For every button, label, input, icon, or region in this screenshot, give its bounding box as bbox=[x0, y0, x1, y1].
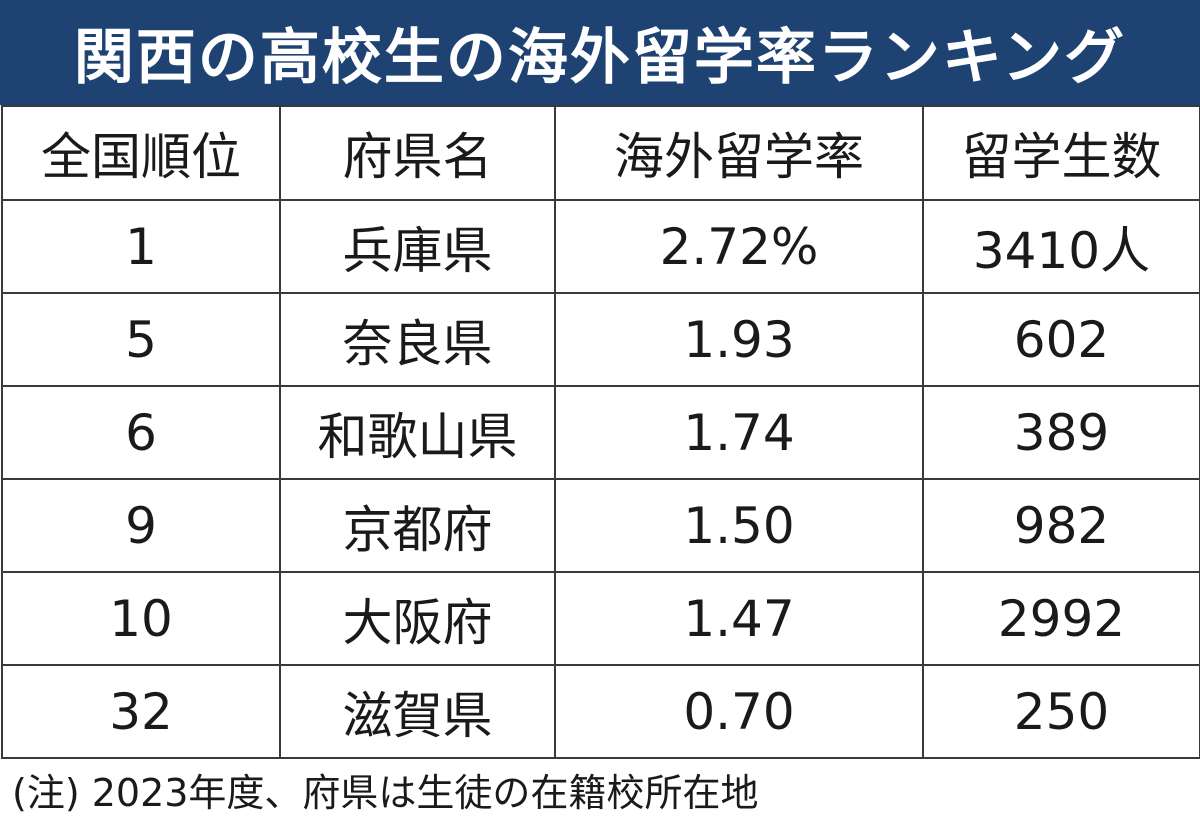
rate-cell: 1.93 bbox=[554, 292, 924, 387]
prefecture-cell: 大阪府 bbox=[279, 571, 556, 666]
rank-cell: 5 bbox=[1, 292, 281, 387]
table-row: 9 京都府 1.50 982 bbox=[1, 478, 1200, 573]
rank-cell: 6 bbox=[1, 385, 281, 480]
table-row: 5 奈良県 1.93 602 bbox=[1, 292, 1200, 387]
rank-cell: 9 bbox=[1, 478, 281, 573]
table-row: 1 兵庫県 2.72% 3410人 bbox=[1, 199, 1200, 294]
prefecture-cell: 奈良県 bbox=[279, 292, 556, 387]
ranking-table-container: 全国順位 府県名 海外留学率 留学生数 1 兵庫県 2.72% 3410人 5 … bbox=[0, 105, 1200, 759]
ranking-table: 全国順位 府県名 海外留学率 留学生数 1 兵庫県 2.72% 3410人 5 … bbox=[1, 105, 1200, 759]
count-cell: 2992 bbox=[922, 571, 1200, 666]
rate-cell: 1.50 bbox=[554, 478, 924, 573]
prefecture-cell: 和歌山県 bbox=[279, 385, 556, 480]
prefecture-cell: 滋賀県 bbox=[279, 664, 556, 759]
rate-cell: 1.47 bbox=[554, 571, 924, 666]
count-cell: 250 bbox=[922, 664, 1200, 759]
count-cell: 3410人 bbox=[922, 199, 1200, 294]
table-row: 10 大阪府 1.47 2992 bbox=[1, 571, 1200, 666]
table-title: 関西の高校生の海外留学率ランキング bbox=[0, 0, 1200, 105]
prefecture-cell: 京都府 bbox=[279, 478, 556, 573]
rate-cell: 0.70 bbox=[554, 664, 924, 759]
header-student-count: 留学生数 bbox=[922, 105, 1200, 201]
rank-cell: 1 bbox=[1, 199, 281, 294]
rank-cell: 32 bbox=[1, 664, 281, 759]
rank-cell: 10 bbox=[1, 571, 281, 666]
count-cell: 602 bbox=[922, 292, 1200, 387]
header-row: 全国順位 府県名 海外留学率 留学生数 bbox=[1, 105, 1200, 201]
header-prefecture: 府県名 bbox=[279, 105, 556, 201]
rate-cell: 1.74 bbox=[554, 385, 924, 480]
count-cell: 982 bbox=[922, 478, 1200, 573]
prefecture-cell: 兵庫県 bbox=[279, 199, 556, 294]
header-study-abroad-rate: 海外留学率 bbox=[554, 105, 924, 201]
footnote: (注) 2023年度、府県は生徒の在籍校所在地 bbox=[12, 771, 759, 815]
table-row: 32 滋賀県 0.70 250 bbox=[1, 664, 1200, 759]
rate-cell: 2.72% bbox=[554, 199, 924, 294]
table-row: 6 和歌山県 1.74 389 bbox=[1, 385, 1200, 480]
table-body: 1 兵庫県 2.72% 3410人 5 奈良県 1.93 602 6 和歌山県 … bbox=[1, 199, 1200, 759]
count-cell: 389 bbox=[922, 385, 1200, 480]
header-national-rank: 全国順位 bbox=[1, 105, 281, 201]
